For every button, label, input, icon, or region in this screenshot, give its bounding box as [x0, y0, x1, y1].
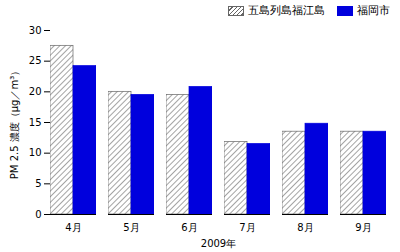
html-text:五島列島福江島: 五島列島福江島 — [248, 4, 325, 17]
svg-text:6月: 6月 — [181, 222, 197, 233]
html-text:福岡市: 福岡市 — [357, 4, 390, 17]
svg-text:0: 0 — [35, 209, 41, 220]
svg-text:9月: 9月 — [355, 222, 371, 233]
svg-text:15: 15 — [29, 117, 42, 128]
svg-text:25: 25 — [29, 55, 42, 66]
svg-text:4月: 4月 — [65, 222, 81, 233]
svg-text:2009年: 2009年 — [201, 238, 236, 249]
svg-text:20: 20 — [29, 86, 42, 97]
svg-text:PM 2.5 濃度（μg／m³）: PM 2.5 濃度（μg／m³） — [9, 66, 20, 179]
svg-text:30: 30 — [29, 25, 42, 36]
svg-text:10: 10 — [29, 147, 42, 158]
svg-text:7月: 7月 — [239, 222, 255, 233]
svg-text:5月: 5月 — [123, 222, 139, 233]
svg-text:5: 5 — [35, 178, 41, 189]
svg-text:8月: 8月 — [297, 222, 313, 233]
